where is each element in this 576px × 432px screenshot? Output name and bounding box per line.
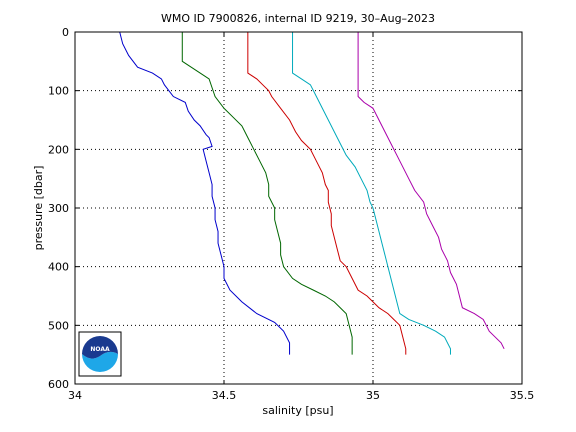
y-tick-label: 300 (48, 202, 69, 215)
grid (75, 32, 522, 384)
ticks (74, 31, 523, 385)
chart-title: WMO ID 7900826, internal ID 9219, 30–Aug… (161, 12, 435, 25)
series-line-5 (357, 32, 505, 350)
series-line-4 (292, 32, 451, 355)
x-tick-label: 34 (68, 389, 82, 402)
y-tick-label: 600 (48, 378, 69, 391)
y-tick-label: 100 (48, 85, 69, 98)
x-tick-label: 35.5 (510, 389, 535, 402)
y-tick-label: 0 (62, 26, 69, 39)
x-tick-label: 34.5 (212, 389, 237, 402)
y-axis-title: pressure [dbar] (32, 166, 45, 251)
x-axis-title: salinity [psu] (262, 404, 333, 417)
y-tick-label: 400 (48, 261, 69, 274)
series-line-1 (119, 31, 291, 355)
noaa-logo-text: NOAA (90, 346, 110, 353)
x-tick-label: 35 (366, 389, 380, 402)
y-tick-labels: 0 100 200 300 400 500 600 (48, 26, 69, 391)
x-tick-labels: 34 34.5 35 35.5 (68, 389, 534, 402)
series-line-3 (247, 32, 407, 355)
y-tick-label: 200 (48, 143, 69, 156)
plot-frame (74, 31, 523, 385)
series-layer (119, 31, 505, 355)
y-tick-label: 500 (48, 319, 69, 332)
series-line-2 (181, 32, 353, 355)
noaa-logo-icon: NOAA (78, 331, 122, 377)
